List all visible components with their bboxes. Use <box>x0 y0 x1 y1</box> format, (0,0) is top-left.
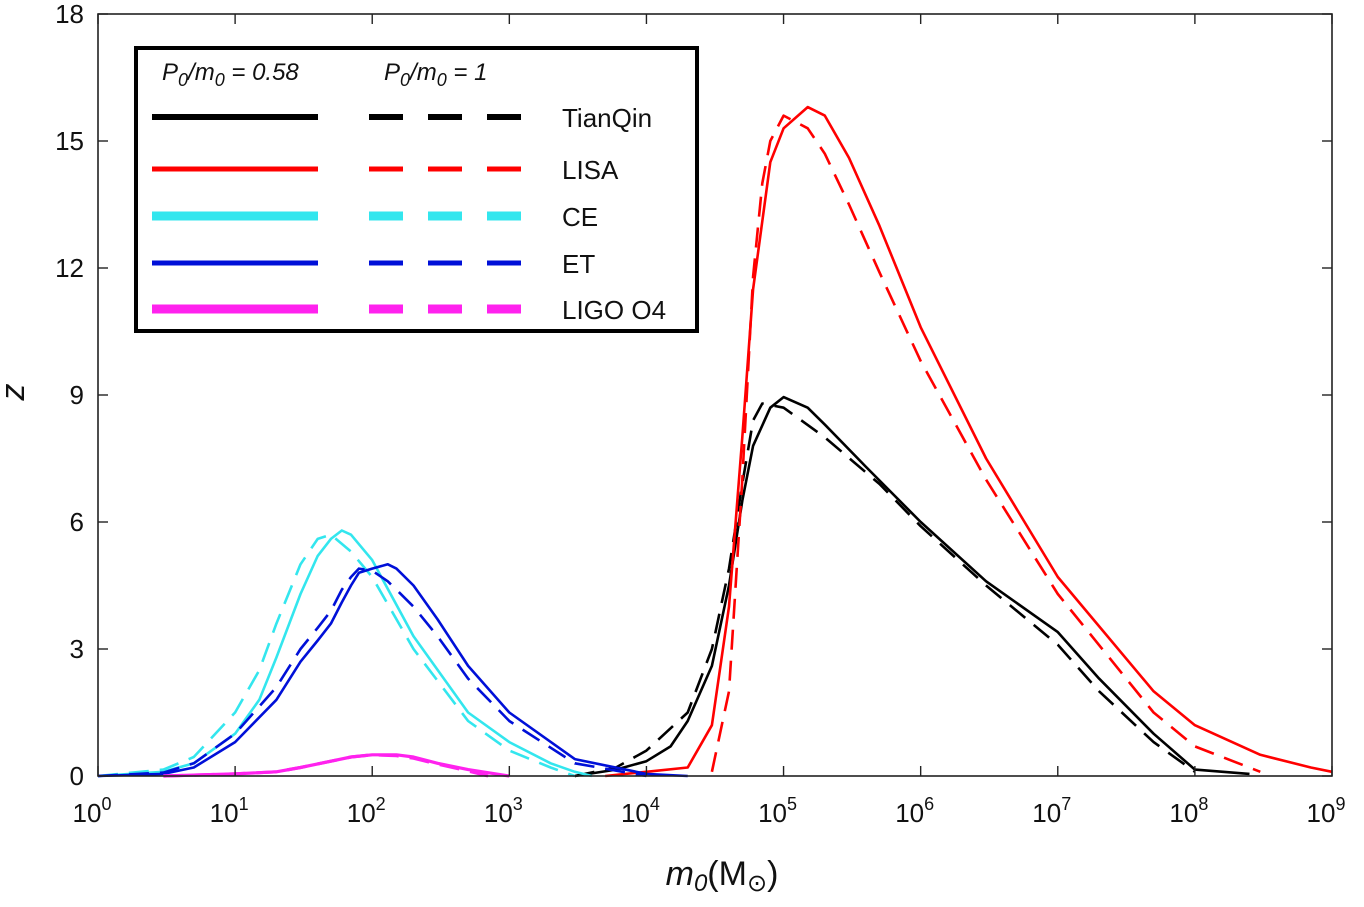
legend-label-et: ET <box>562 249 595 279</box>
legend-header-solid: P0/m0 = 0.58 <box>162 59 299 90</box>
series-ce-solid <box>97 529 593 778</box>
legend-box <box>134 46 699 333</box>
y-tick-label: 9 <box>70 380 84 410</box>
x-tick-label: 106 <box>895 794 934 828</box>
legend-label-ligo-o4: LIGO O4 <box>562 295 666 325</box>
y-axis-title: z <box>0 384 32 402</box>
legend-label-ce: CE <box>562 202 598 232</box>
y-tick-label: 0 <box>70 761 84 791</box>
legend-label-lisa: LISA <box>562 155 619 185</box>
legend: P0/m0 = 0.58 P0/m0 = 1 TianQin LISA CE ET LI… <box>134 46 699 333</box>
series-ligo-o4-solid <box>163 753 510 778</box>
x-tick-label: 104 <box>621 794 660 828</box>
x-tick-labels: 100 101 102 103 104 105 106 107 108 109 <box>73 794 1346 828</box>
legend-label-tianqin: TianQin <box>562 103 652 133</box>
x-tick-label: 100 <box>73 794 112 828</box>
x-tick-label: 109 <box>1307 794 1346 828</box>
x-tick-label: 105 <box>758 794 797 828</box>
plot-curves <box>97 105 1333 778</box>
axis-ticks <box>97 13 1333 777</box>
series-lisa-solid <box>605 105 1333 778</box>
series-et-dashed <box>97 567 647 778</box>
legend-rows: TianQin LISA CE ET LIGO O4 <box>152 103 666 325</box>
x-axis-title: m0(M⊙) <box>666 855 779 897</box>
x-tick-label: 103 <box>484 794 523 828</box>
x-tick-label: 108 <box>1169 794 1208 828</box>
x-tick-label: 107 <box>1032 794 1071 828</box>
y-tick-label: 15 <box>55 126 84 156</box>
y-tick-labels: 0 3 6 9 12 15 18 <box>55 0 84 791</box>
series-ce-dashed <box>97 533 576 778</box>
series-et-solid <box>97 562 688 778</box>
y-tick-label: 18 <box>55 0 84 29</box>
series-tianqin-solid <box>574 395 1250 778</box>
series-ligo-o4-dashed <box>163 753 489 778</box>
series-lisa-dashed <box>710 114 1261 774</box>
legend-header-dashed: P0/m0 = 1 <box>384 59 487 90</box>
y-tick-label: 12 <box>55 253 84 283</box>
x-tick-label: 101 <box>210 794 249 828</box>
y-tick-label: 6 <box>70 507 84 537</box>
x-tick-label: 102 <box>347 794 386 828</box>
y-tick-label: 3 <box>70 634 84 664</box>
series-tianqin-dashed <box>574 402 1196 778</box>
